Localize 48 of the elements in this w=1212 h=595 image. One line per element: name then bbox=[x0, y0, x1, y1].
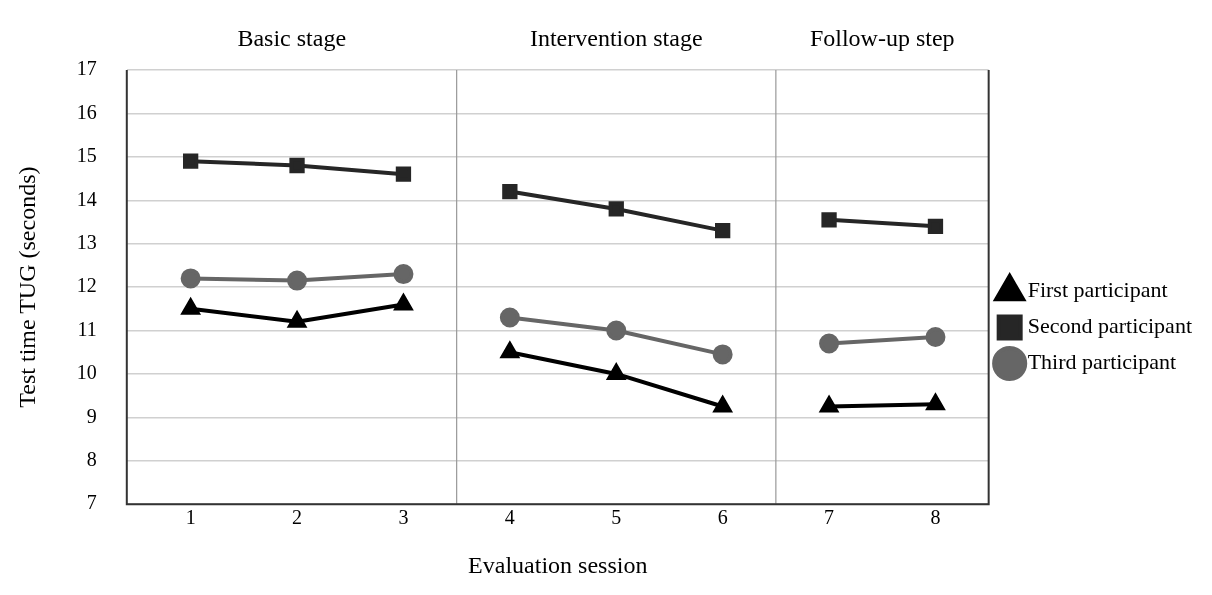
legend-label: First participant bbox=[1027, 277, 1168, 303]
y-tick-label: 11 bbox=[77, 317, 97, 340]
x-tick-label: 6 bbox=[717, 506, 728, 529]
point bbox=[287, 270, 308, 291]
x-tick-label: 4 bbox=[504, 506, 515, 529]
text: Intervention stage bbox=[529, 25, 703, 52]
x-tick-label: 1 bbox=[185, 506, 196, 529]
text: Follow-up step bbox=[809, 25, 955, 52]
point bbox=[502, 183, 518, 200]
text: Basic stage bbox=[237, 25, 347, 52]
x-tick-label: 5 bbox=[611, 506, 622, 529]
point bbox=[712, 394, 733, 413]
y-tick-label: 16 bbox=[76, 100, 97, 123]
point bbox=[715, 223, 731, 239]
y-tick-label: 8 bbox=[86, 448, 97, 471]
point bbox=[606, 320, 627, 341]
legend-label: Third participant bbox=[1027, 349, 1177, 375]
point bbox=[289, 157, 305, 174]
point bbox=[607, 363, 626, 380]
point bbox=[500, 342, 519, 359]
x-tick-label: 7 bbox=[824, 506, 835, 529]
point bbox=[499, 307, 520, 328]
point bbox=[925, 327, 946, 348]
point bbox=[608, 201, 624, 217]
y-tick-label: 15 bbox=[76, 144, 97, 167]
y-tick-label: 17 bbox=[76, 57, 97, 80]
point bbox=[926, 394, 945, 411]
y-tick-label: 10 bbox=[76, 361, 97, 384]
point bbox=[393, 264, 414, 285]
y-tick-label: 7 bbox=[86, 491, 97, 514]
point bbox=[395, 166, 412, 182]
y-tick-label: 14 bbox=[76, 187, 97, 210]
point bbox=[821, 212, 837, 228]
legend-label: Second participant bbox=[1027, 313, 1193, 339]
point bbox=[712, 344, 733, 365]
point bbox=[182, 153, 199, 169]
y-tick-label: 9 bbox=[86, 404, 97, 427]
y-axis-title: Test time TUG (seconds) bbox=[13, 166, 40, 408]
y-tick-label: 12 bbox=[76, 274, 97, 297]
x-tick-label: 8 bbox=[930, 506, 941, 529]
x-tick-label: 2 bbox=[292, 506, 303, 529]
y-tick-label: 13 bbox=[76, 230, 97, 253]
x-axis-title: Evaluation session bbox=[468, 551, 648, 578]
point bbox=[394, 294, 413, 311]
point bbox=[819, 333, 840, 354]
x-tick-label: 3 bbox=[398, 506, 409, 529]
point bbox=[927, 218, 944, 234]
point bbox=[180, 268, 201, 289]
